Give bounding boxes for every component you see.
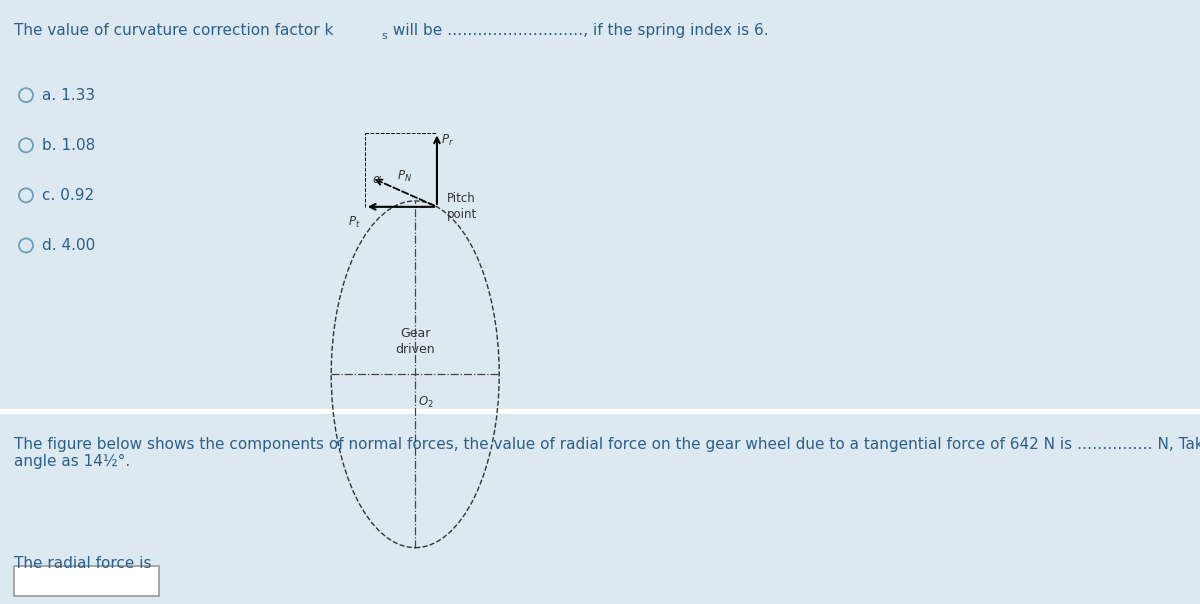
- Text: will be ………………………, if the spring index is 6.: will be ………………………, if the spring index i…: [388, 23, 769, 38]
- Text: Pitch
point: Pitch point: [446, 192, 476, 221]
- Text: c. 0.92: c. 0.92: [42, 188, 94, 203]
- Text: $O_2$: $O_2$: [418, 395, 433, 410]
- Text: angle as 14½°.: angle as 14½°.: [14, 454, 131, 469]
- Text: a. 1.33: a. 1.33: [42, 88, 95, 103]
- Text: Gear
driven: Gear driven: [395, 327, 436, 356]
- Text: The value of curvature correction factor k: The value of curvature correction factor…: [14, 23, 334, 38]
- Text: The radial force is: The radial force is: [14, 556, 151, 571]
- Text: $P_t$: $P_t$: [348, 215, 360, 230]
- Text: The figure below shows the components of normal forces, the value of radial forc: The figure below shows the components of…: [14, 437, 1200, 452]
- Text: b. 1.08: b. 1.08: [42, 138, 95, 153]
- Text: $P_N$: $P_N$: [397, 169, 412, 184]
- Text: $P_r$: $P_r$: [440, 132, 454, 147]
- Text: d. 4.00: d. 4.00: [42, 238, 95, 253]
- Text: $\alpha$: $\alpha$: [372, 173, 383, 186]
- Text: s: s: [382, 31, 386, 41]
- FancyBboxPatch shape: [14, 566, 158, 596]
